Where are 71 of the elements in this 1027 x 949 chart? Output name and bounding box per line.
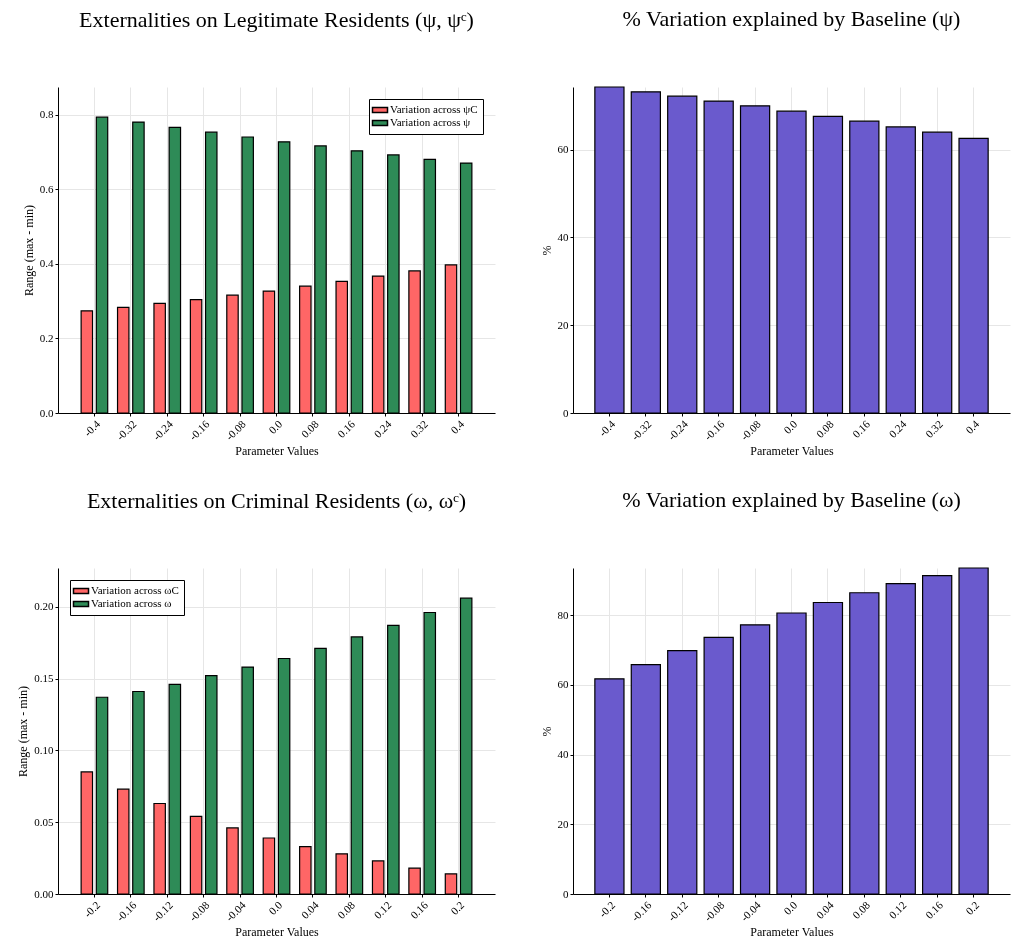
chart-title: % Variation explained by Baseline (ψ) bbox=[622, 6, 961, 32]
x-tick-label: -0.12 bbox=[665, 898, 691, 924]
y-tick-label: 0 bbox=[563, 887, 569, 900]
x-tick-label: 0.24 bbox=[371, 417, 394, 440]
y-tick-label: 0.20 bbox=[34, 600, 54, 613]
y-tick-label: 0.05 bbox=[34, 815, 54, 828]
y-tick-label: 0.10 bbox=[34, 743, 54, 756]
x-tick-label: 0.4 bbox=[963, 417, 982, 436]
x-tick-label: 0.0 bbox=[781, 898, 800, 917]
y-tick-label: 0.2 bbox=[39, 331, 54, 344]
x-tick-label: -0.12 bbox=[150, 898, 176, 924]
x-tick-label: 0.32 bbox=[922, 417, 945, 440]
legend-label: Variation across ψC bbox=[390, 103, 478, 115]
x-tick-label: 0.16 bbox=[850, 417, 873, 440]
x-tick-label: 0.2 bbox=[448, 898, 467, 917]
y-tick-label: 20 bbox=[557, 817, 569, 830]
x-axis-title: Parameter Values bbox=[750, 444, 835, 459]
y-axis-title: % bbox=[539, 726, 554, 737]
x-tick-label: 0.0 bbox=[781, 417, 800, 436]
y-tick-label: 40 bbox=[557, 748, 569, 761]
x-tick-label: 0.32 bbox=[407, 417, 430, 440]
y-tick-label: 0.4 bbox=[39, 257, 54, 270]
x-tick-label: 0.24 bbox=[886, 417, 909, 440]
x-tick-label: 0.4 bbox=[448, 417, 467, 436]
x-tick-label: 0.12 bbox=[886, 898, 909, 921]
y-tick-label: 0.0 bbox=[39, 406, 54, 419]
x-tick-label: 0.04 bbox=[813, 898, 837, 921]
y-tick-label: 40 bbox=[557, 231, 569, 243]
x-tick-label: -0.08 bbox=[701, 898, 727, 924]
x-axis-title: Parameter Values bbox=[235, 444, 320, 459]
y-tick-label: 0.8 bbox=[39, 108, 54, 121]
x-tick-label: 0.08 bbox=[850, 898, 873, 921]
y-axis-title: % bbox=[539, 245, 554, 256]
x-tick-label: 0.0 bbox=[266, 898, 285, 917]
legend-label: Variation across ωC bbox=[91, 584, 179, 596]
x-tick-label: 0.16 bbox=[335, 417, 358, 440]
y-tick-label: 0.6 bbox=[39, 182, 54, 195]
y-tick-label: 60 bbox=[557, 678, 569, 691]
legend-label: Variation across ω bbox=[91, 597, 172, 609]
y-tick-label: 0.15 bbox=[34, 672, 54, 685]
chart-title: Externalities on Criminal Residents (ω, ωᶜ) bbox=[86, 488, 467, 513]
x-tick-label: -0.08 bbox=[738, 417, 764, 443]
x-tick-label: -0.32 bbox=[113, 417, 139, 443]
x-tick-label: -0.2 bbox=[596, 898, 618, 920]
legend-label: Variation across ψ bbox=[390, 116, 471, 128]
chart-title: Externalities on Legitimate Residents (ψ, ψᶜ) bbox=[79, 7, 474, 32]
y-axis-title: Range (max - min) bbox=[21, 205, 36, 296]
x-tick-label: -0.08 bbox=[186, 898, 212, 924]
y-tick-label: 80 bbox=[557, 608, 569, 621]
x-tick-label: -0.4 bbox=[596, 417, 618, 439]
x-tick-label: 0.0 bbox=[266, 417, 285, 436]
x-tick-label: 0.16 bbox=[407, 898, 431, 921]
x-tick-label: 0.08 bbox=[813, 417, 837, 440]
x-axis-title: Parameter Values bbox=[235, 925, 320, 940]
x-tick-label: 0.08 bbox=[335, 898, 358, 921]
x-tick-label: -0.08 bbox=[223, 417, 249, 443]
x-tick-label: 0.08 bbox=[298, 417, 322, 440]
y-tick-label: 0 bbox=[563, 406, 569, 419]
y-tick-label: 60 bbox=[557, 143, 569, 156]
x-tick-label: 0.2 bbox=[963, 898, 982, 917]
x-axis-title: Parameter Values bbox=[750, 925, 835, 940]
x-tick-label: -0.4 bbox=[81, 417, 103, 439]
x-tick-label: 0.16 bbox=[922, 898, 946, 921]
x-tick-label: 0.12 bbox=[371, 898, 394, 921]
y-axis-title: Range (max - min) bbox=[16, 686, 31, 777]
y-tick-label: 0.00 bbox=[34, 887, 54, 900]
chart-title: % Variation explained by Baseline (ω) bbox=[622, 487, 961, 513]
x-tick-label: -0.2 bbox=[81, 898, 103, 920]
x-tick-label: -0.32 bbox=[628, 417, 654, 443]
x-tick-label: 0.04 bbox=[298, 898, 322, 921]
y-tick-label: 20 bbox=[557, 318, 569, 331]
